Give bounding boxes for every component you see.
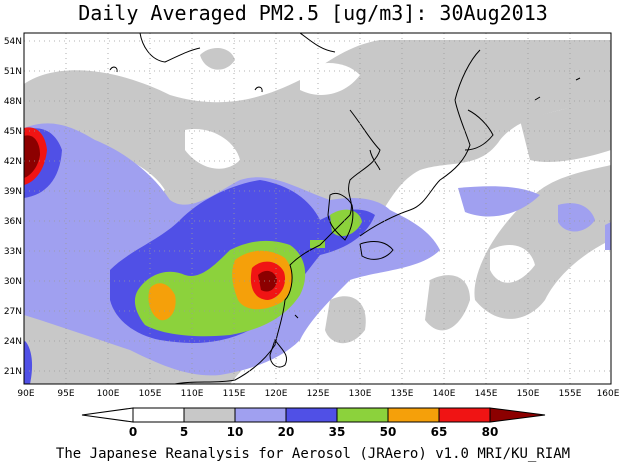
colorbar-swatch-80-plus <box>489 407 546 423</box>
colorbar-swatch-65-80 <box>438 407 491 423</box>
lon-label-90e: 90E <box>17 389 34 399</box>
lat-label-39n: 39N <box>4 187 22 197</box>
lat-axis-labels: 54N 51N 48N 45N 42N 39N 36N 33N 30N 27N … <box>4 37 22 377</box>
colorbar-label-10: 10 <box>227 425 244 439</box>
colorbar-label-5: 5 <box>180 425 188 439</box>
map-grid <box>24 33 611 384</box>
lon-label-120e: 120E <box>265 389 288 399</box>
lat-label-54n: 54N <box>4 37 22 47</box>
lat-label-27n: 27N <box>4 307 22 317</box>
colorbar-labels: 0 5 10 20 35 50 65 80 <box>129 425 499 439</box>
lat-label-42n: 42N <box>4 157 22 167</box>
lat-label-36n: 36N <box>4 217 22 227</box>
lon-label-155e: 155E <box>559 389 582 399</box>
colorbar-swatch-35-50 <box>336 407 389 423</box>
lat-label-30n: 30N <box>4 277 22 287</box>
lon-label-140e: 140E <box>433 389 456 399</box>
credit-line: The Japanese Reanalysis for Aerosol (JRA… <box>55 446 571 462</box>
lon-label-115e: 115E <box>223 389 246 399</box>
lon-label-130e: 130E <box>349 389 372 399</box>
lon-label-135e: 135E <box>391 389 414 399</box>
map-plot-area <box>24 33 611 384</box>
colorbar-swatch-5-10 <box>183 407 236 423</box>
colorbar-label-20: 20 <box>278 425 295 439</box>
lat-label-33n: 33N <box>4 247 22 257</box>
colorbar-swatch-20-35 <box>285 407 338 423</box>
map-frame <box>23 32 612 385</box>
lon-label-105e: 105E <box>139 389 162 399</box>
lon-label-160e: 160E <box>597 389 620 399</box>
coastline-lines <box>109 33 581 384</box>
colorbar-label-50: 50 <box>380 425 397 439</box>
lon-label-110e: 110E <box>181 389 204 399</box>
colorbar-swatch-0-5 <box>81 407 134 423</box>
map-title: Daily Averaged PM2.5 [ug/m3]: 30Aug2013 <box>78 1 548 25</box>
colorbar-swatch-5-low <box>132 407 185 423</box>
colorbar-swatch-50-65 <box>387 407 440 423</box>
colorbar-label-80: 80 <box>482 425 499 439</box>
pm25-band-80-plus <box>24 135 277 292</box>
lon-label-145e: 145E <box>475 389 498 399</box>
lat-label-45n: 45N <box>4 127 22 137</box>
lon-label-95e: 95E <box>57 389 74 399</box>
lon-label-150e: 150E <box>517 389 540 399</box>
colorbar-label-65: 65 <box>431 425 448 439</box>
lon-label-125e: 125E <box>307 389 330 399</box>
lat-label-48n: 48N <box>4 97 22 107</box>
colorbar-swatch-10-20 <box>234 407 287 423</box>
colorbar-label-35: 35 <box>329 425 346 439</box>
lon-label-100e: 100E <box>97 389 120 399</box>
lat-label-51n: 51N <box>4 67 22 77</box>
lat-label-21n: 21N <box>4 367 22 377</box>
lon-axis-labels: 90E 95E 100E 105E 110E 115E 120E 125E 13… <box>17 389 619 399</box>
colorbar <box>81 407 546 423</box>
lat-label-24n: 24N <box>4 337 22 347</box>
colorbar-label-0: 0 <box>129 425 137 439</box>
